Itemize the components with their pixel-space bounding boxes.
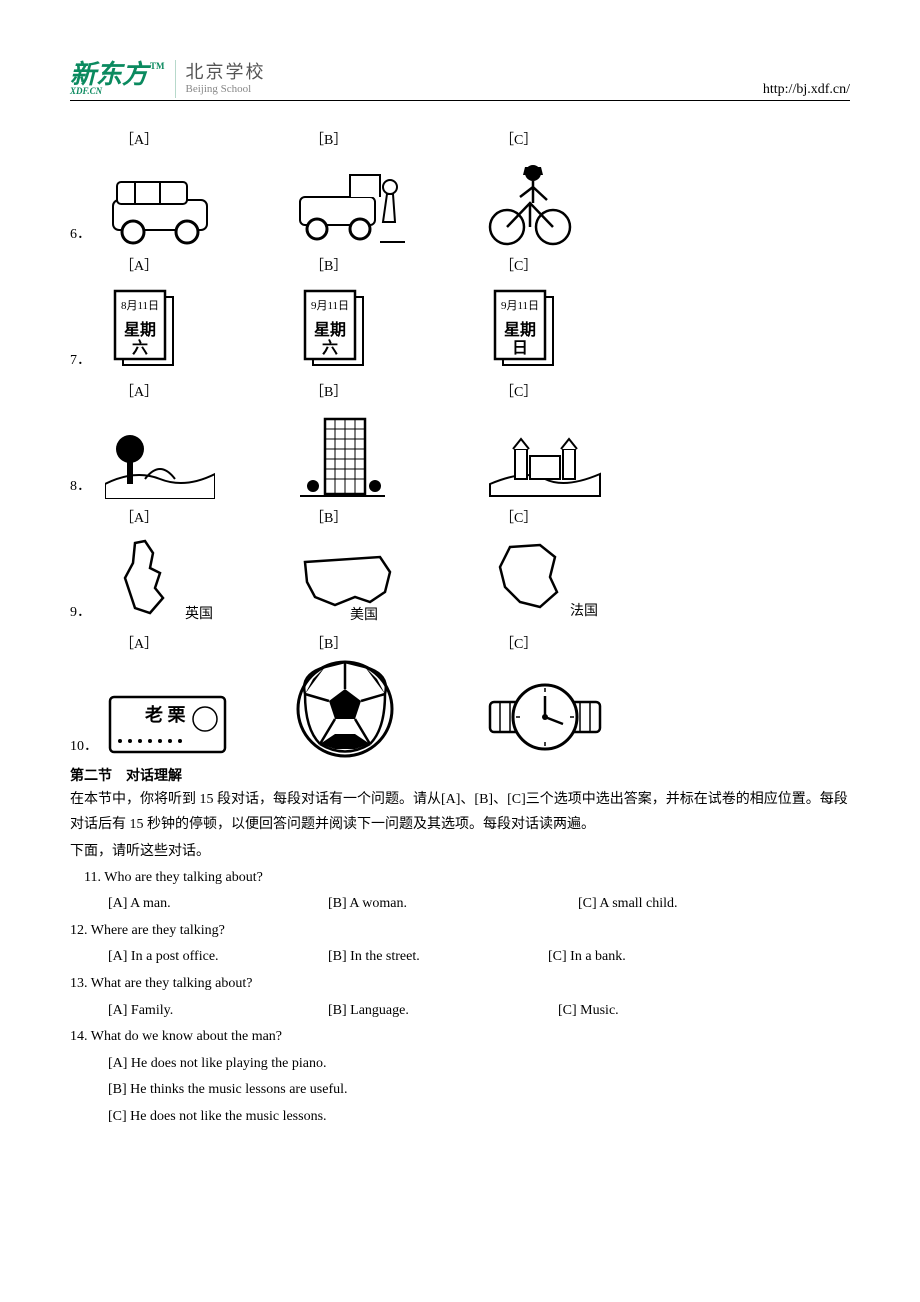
page-header: 新东方TM XDF.CN 北京学校 Beijing School http://…: [70, 60, 850, 101]
wristwatch-icon: [485, 674, 605, 759]
castle-icon: [485, 434, 605, 499]
label-a: ［A］: [100, 121, 290, 155]
food-box-icon: 老 栗: [105, 689, 230, 759]
label-b: ［B］: [290, 247, 480, 281]
svg-text:8月11日: 8月11日: [121, 300, 159, 312]
q14-a[interactable]: [A] He does not like playing the piano.: [70, 1051, 850, 1078]
q13-stem: 13. What are they talking about?: [70, 971, 850, 998]
label-c: ［C］: [480, 247, 670, 281]
q12-stem: 12. Where are they talking?: [70, 918, 850, 945]
school-name-en: Beijing School: [186, 83, 266, 96]
q8-labels: ［A］ ［B］ ［C］: [70, 373, 850, 407]
calendar-a-icon: 8月11日 星期 六: [105, 285, 185, 373]
q13-c[interactable]: [C] Music.: [558, 998, 619, 1025]
label-c: ［C］: [480, 373, 670, 407]
q12-options: [A] In a post office. [B] In the street.…: [70, 944, 850, 971]
label-a: ［A］: [100, 247, 290, 281]
q6-images: 6．: [70, 155, 850, 247]
q9-labels: ［A］ ［B］ ［C］: [70, 499, 850, 533]
q7-labels: ［A］ ［B］ ［C］: [70, 247, 850, 281]
countryside-icon: [105, 429, 215, 499]
label-a: ［A］: [100, 373, 290, 407]
label-b: ［B］: [290, 499, 480, 533]
label-c: ［C］: [480, 625, 670, 659]
qnum-7: 7．: [70, 349, 100, 373]
qnum-6: 6．: [70, 223, 100, 247]
calendar-c-icon: 9月11日 星期 日: [485, 285, 565, 373]
svg-text:法国: 法国: [570, 603, 598, 619]
q6-labels: ［A］ ［B］ ［C］: [70, 121, 850, 155]
q11-stem: 11. Who are they talking about?: [70, 865, 850, 892]
q10-labels: ［A］ ［B］ ［C］: [70, 625, 850, 659]
svg-text:六: 六: [322, 338, 338, 357]
building-icon: [295, 414, 390, 499]
school-name-cn: 北京学校: [186, 62, 266, 84]
label-c: ［C］: [480, 121, 670, 155]
q8-images: 8．: [70, 407, 850, 499]
q9-images: 9． 英国 美国 法国: [70, 533, 850, 625]
label-b: ［B］: [290, 121, 480, 155]
soccer-ball-icon: [295, 659, 395, 759]
section2-lead: 下面，请听这些对话。: [70, 839, 850, 864]
svg-text:老 栗: 老 栗: [145, 704, 186, 725]
q13-a[interactable]: [A] Family.: [70, 998, 328, 1025]
q14-c[interactable]: [C] He does not like the music lessons.: [70, 1104, 850, 1131]
label-a: ［A］: [100, 499, 290, 533]
bicycle-girl-icon: [485, 155, 575, 247]
q7-images: 7． 8月11日 星期 六 9月11日 星期 六 9月11日: [70, 281, 850, 373]
q11-a[interactable]: [A] A man.: [70, 891, 328, 918]
q12-b[interactable]: [B] In the street.: [328, 944, 548, 971]
section2-title: 第二节 对话理解: [70, 765, 850, 785]
section2-intro: 在本节中，你将听到 15 段对话，每段对话有一个问题。请从[A]、[B]、[C]…: [70, 787, 850, 837]
svg-text:日: 日: [512, 339, 528, 357]
car-repair-icon: [295, 167, 410, 247]
svg-text:美国: 美国: [350, 607, 378, 623]
svg-text:六: 六: [132, 338, 148, 357]
header-url[interactable]: http://bj.xdf.cn/: [763, 82, 850, 98]
car-icon: [105, 172, 215, 247]
svg-text:9月11日: 9月11日: [311, 300, 349, 312]
label-c: ［C］: [480, 499, 670, 533]
q11-c[interactable]: [C] A small child.: [578, 891, 678, 918]
svg-text:星期: 星期: [314, 320, 346, 339]
label-a: ［A］: [100, 625, 290, 659]
qnum-8: 8．: [70, 475, 100, 499]
map-usa-icon: 美国: [295, 547, 425, 625]
q14-stem: 14. What do we know about the man?: [70, 1024, 850, 1051]
q13-b[interactable]: [B] Language.: [328, 998, 558, 1025]
q12-a[interactable]: [A] In a post office.: [70, 944, 328, 971]
svg-text:9月11日: 9月11日: [501, 300, 539, 312]
logo-tm: TM: [150, 61, 165, 71]
q13-options: [A] Family. [B] Language. [C] Music.: [70, 998, 850, 1025]
calendar-b-icon: 9月11日 星期 六: [295, 285, 375, 373]
logo-divider: [175, 60, 176, 98]
label-b: ［B］: [290, 373, 480, 407]
map-france-icon: 法国: [485, 537, 605, 625]
svg-text:英国: 英国: [185, 605, 213, 622]
q11-b[interactable]: [B] A woman.: [328, 891, 578, 918]
logo-text: 新东方TM: [70, 60, 165, 89]
q10-images: 10． 老 栗: [70, 659, 850, 759]
label-b: ［B］: [290, 625, 480, 659]
school-name: 北京学校 Beijing School: [186, 62, 266, 97]
logo-cn: 新东方: [70, 60, 148, 89]
qnum-10: 10．: [70, 735, 100, 759]
q11-options: [A] A man. [B] A woman. [C] A small chil…: [70, 891, 850, 918]
q12-c[interactable]: [C] In a bank.: [548, 944, 626, 971]
q14-b[interactable]: [B] He thinks the music lessons are usef…: [70, 1077, 850, 1104]
map-uk-icon: 英国: [105, 533, 215, 625]
logo-block: 新东方TM XDF.CN 北京学校 Beijing School: [70, 60, 266, 98]
svg-text:星期: 星期: [124, 320, 156, 339]
qnum-9: 9．: [70, 601, 100, 625]
svg-text:星期: 星期: [504, 320, 536, 339]
